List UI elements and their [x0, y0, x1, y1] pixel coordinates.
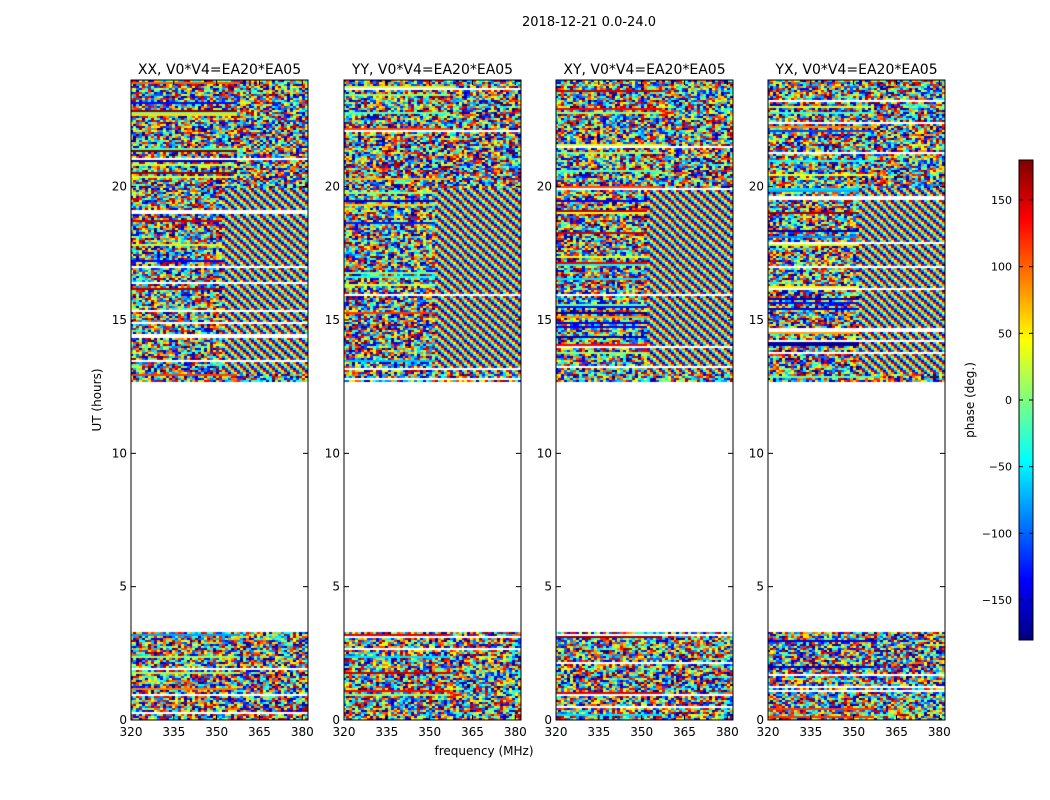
- x-tick-label: 365: [885, 725, 908, 739]
- y-tick-label: 5: [119, 580, 127, 594]
- x-tick-label: 365: [461, 725, 484, 739]
- y-tick-label: 0: [332, 713, 340, 727]
- y-tick-label: 20: [325, 180, 340, 194]
- y-tick-label: 10: [537, 446, 552, 460]
- y-tick-label: 10: [325, 446, 340, 460]
- x-tick-label: 350: [842, 725, 865, 739]
- y-tick-label: 10: [749, 446, 764, 460]
- x-axis-label: frequency (MHz): [434, 744, 533, 758]
- y-tick-label: 20: [537, 180, 552, 194]
- colorbar-tick-label: −100: [982, 527, 1012, 540]
- x-tick-label: 380: [716, 725, 739, 739]
- colorbar-tick-label: 100: [991, 261, 1012, 274]
- figure-suptitle: 2018-12-21 0.0-24.0: [522, 15, 656, 30]
- y-tick-label: 20: [749, 180, 764, 194]
- y-tick-label: 10: [112, 446, 127, 460]
- panels: XX, V0*V4=EA20*EA05 320 335 350 365 380 0 5 10 15…: [112, 62, 951, 739]
- x-tick-label: 350: [630, 725, 653, 739]
- x-tick-label: 350: [205, 725, 228, 739]
- colorbar-tick-label: 150: [991, 194, 1012, 207]
- x-tick-label: 335: [799, 725, 822, 739]
- phase-heatmap-2: [344, 80, 521, 720]
- colorbar: −150 −100 −50 0 50 100 150 phase (deg.): [963, 159, 1034, 641]
- phase-heatmap-4: [768, 80, 945, 720]
- plot-frame: [555, 79, 734, 721]
- y-tick-label: 5: [332, 580, 340, 594]
- x-tick-label: 380: [928, 725, 951, 739]
- y-tick-label: 5: [544, 580, 552, 594]
- x-tick-label: 320: [757, 725, 780, 739]
- panel-1: XX, V0*V4=EA20*EA05 320 335 350 365 380 0 5 10 15…: [112, 62, 314, 739]
- x-tick-label: 380: [504, 725, 527, 739]
- panel-title: XY, V0*V4=EA20*EA05: [563, 62, 725, 78]
- panel-4: YX, V0*V4=EA20*EA05 320 335 350 365 380 0 5 10 15…: [749, 62, 951, 739]
- x-tick-label: 380: [291, 725, 314, 739]
- colorbar-tick-label: 0: [1005, 394, 1012, 407]
- y-axis-label: UT (hours): [90, 368, 104, 431]
- colorbar-tick-label: 50: [998, 327, 1012, 340]
- plot-frame: [767, 79, 946, 721]
- panel-title: YX, V0*V4=EA20*EA05: [774, 62, 937, 78]
- y-tick-label: 15: [749, 313, 764, 327]
- x-tick-label: 335: [375, 725, 398, 739]
- y-tick-label: 0: [119, 713, 127, 727]
- x-tick-label: 320: [120, 725, 143, 739]
- y-tick-label: 15: [112, 313, 127, 327]
- y-tick-label: 0: [544, 713, 552, 727]
- x-tick-label: 350: [418, 725, 441, 739]
- y-tick-label: 0: [756, 713, 764, 727]
- y-tick-label: 20: [112, 180, 127, 194]
- x-tick-label: 365: [248, 725, 271, 739]
- colorbar-tick-label: −50: [989, 461, 1012, 474]
- phase-heatmap-1: [131, 80, 308, 720]
- panel-3: XY, V0*V4=EA20*EA05 320 335 350 365 380 0 5 10 15…: [537, 62, 739, 739]
- colorbar-label: phase (deg.): [963, 362, 977, 438]
- panel-2: YY, V0*V4=EA20*EA05 320 335 350 365 380 0 5 10 15…: [325, 62, 527, 739]
- y-tick-label: 5: [756, 580, 764, 594]
- x-tick-label: 365: [673, 725, 696, 739]
- x-tick-label: 335: [162, 725, 185, 739]
- panel-title: XX, V0*V4=EA20*EA05: [138, 62, 301, 78]
- y-tick-label: 15: [325, 313, 340, 327]
- y-tick-label: 15: [537, 313, 552, 327]
- x-tick-label: 320: [333, 725, 356, 739]
- colorbar-ticks: −150 −100 −50 0 50 100 150: [982, 194, 1033, 607]
- plot-frame: [130, 79, 309, 721]
- plot-frame: [343, 79, 522, 721]
- phase-heatmap-3: [556, 80, 733, 720]
- colorbar-tick-label: −150: [982, 594, 1012, 607]
- x-tick-label: 335: [587, 725, 610, 739]
- panel-title: YY, V0*V4=EA20*EA05: [351, 62, 513, 78]
- x-tick-label: 320: [545, 725, 568, 739]
